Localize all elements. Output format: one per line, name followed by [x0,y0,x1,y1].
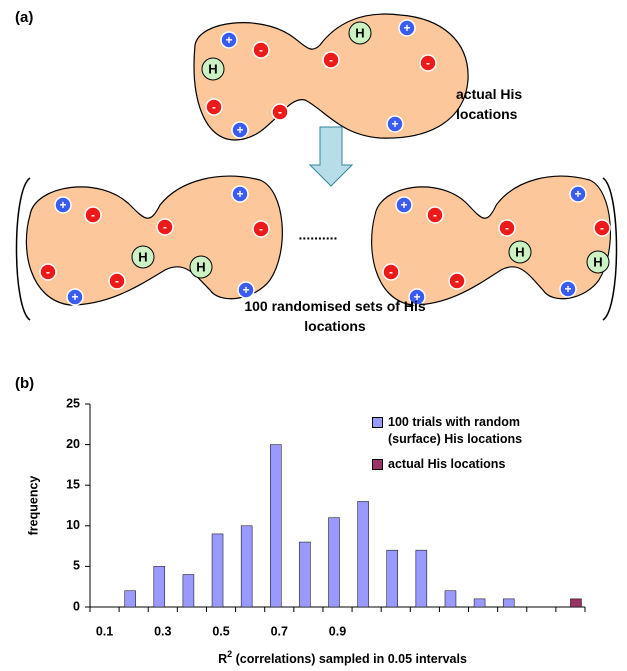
x-axis-label-part: R [218,652,227,666]
charge-label: - [46,265,50,279]
x-tick-label: 0.1 [96,624,113,638]
charge-label: - [259,43,263,57]
bar [183,575,194,607]
charge-label: - [455,274,459,288]
y-tick-label: 20 [66,437,80,451]
charge-label: - [600,221,604,235]
charge-label: - [212,100,216,114]
arrow [310,127,352,186]
x-tick-label: 0.7 [271,624,288,638]
histidine-label: H [593,254,602,269]
bar [387,550,398,607]
bar [212,534,223,607]
x-axis-label-part: (correlations) sampled in 0.05 intervals [232,652,467,666]
bar [329,518,340,607]
y-tick-label: 10 [66,518,80,532]
bar [358,501,369,607]
random-label: 100 randomised sets of His locations [240,296,430,336]
charge-label: - [329,53,333,67]
bar [416,550,427,607]
x-tick-label: 0.9 [329,624,346,638]
panel-label: (a) [15,9,33,26]
bar [125,591,136,607]
charge-label: + [225,33,232,47]
bar [270,445,281,607]
histidine-label: H [515,244,524,259]
charge-label: - [505,221,509,235]
legend-swatch [372,417,383,428]
charge-label: - [426,56,430,70]
charge-label: + [391,117,398,131]
charge-label: + [564,282,571,296]
charge-label: - [389,265,393,279]
legend-label: 100 trials with random (surface) His loc… [388,415,522,446]
histidine-label: H [355,25,364,40]
histidine-label: H [138,249,147,264]
actual-label: actual His locations [456,84,546,124]
charge-label: + [574,187,581,201]
histidine-label: H [208,61,217,76]
y-axis-label: frequency [26,476,40,536]
y-tick-label: 0 [73,599,80,613]
charge-label: - [163,220,167,234]
charge-label: + [403,21,410,35]
legend-swatch [372,459,383,470]
charge-label: - [259,222,263,236]
x-axis-label: R2 (correlations) sampled in 0.05 interv… [218,649,467,666]
charge-label: - [278,105,282,119]
figure: (a) (b) .......... +-H--+-H+-++--HH--++-… [0,0,627,671]
bar [474,599,485,607]
bar [299,542,310,607]
x-tick-label: 0.3 [154,624,171,638]
charge-label: - [115,274,119,288]
legend: 100 trials with random (surface) His loc… [372,414,572,481]
charge-label: + [71,290,78,304]
charge-label: + [400,198,407,212]
panel-label: (b) [15,375,34,392]
ellipsis: .......... [299,227,338,243]
charge-label: + [59,198,66,212]
legend-entry: 100 trials with random (surface) His loc… [372,414,558,448]
bar [154,566,165,607]
legend-label: actual His locations [388,457,505,471]
y-tick-label: 15 [66,477,80,491]
bar [445,591,456,607]
legend-entry: actual His locations [372,456,572,473]
y-tick-label: 25 [66,396,80,410]
charge-label: - [91,208,95,222]
bar [570,599,581,607]
x-tick-label: 0.5 [212,624,229,638]
bar [503,599,514,607]
protein-blob [194,14,468,140]
bar [241,526,252,607]
y-tick-label: 5 [73,559,80,573]
charge-label: + [236,123,243,137]
charge-label: + [236,187,243,201]
histidine-label: H [196,259,205,274]
charge-label: - [433,208,437,222]
